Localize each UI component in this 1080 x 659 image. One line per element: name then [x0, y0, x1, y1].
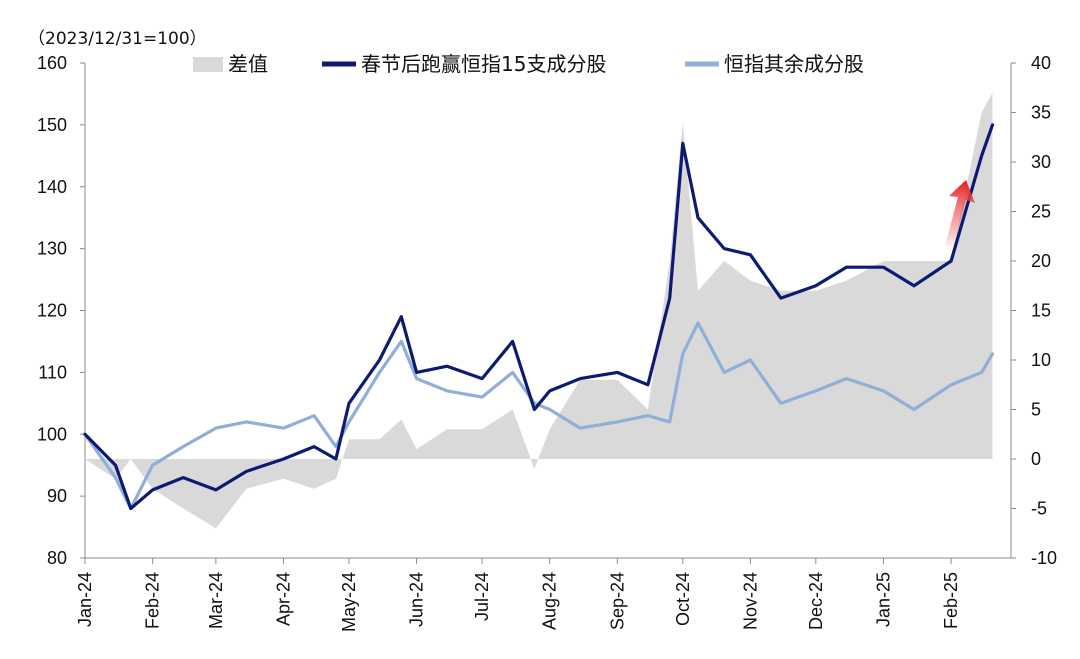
right-tick-label: 30: [1031, 152, 1051, 172]
left-tick-label: 80: [47, 548, 67, 568]
right-tick-label: 40: [1031, 53, 1051, 73]
right-tick-label: -5: [1031, 499, 1047, 519]
others-line: [83, 321, 995, 511]
left-tick-label: 110: [38, 362, 67, 382]
left-tick-label: 120: [37, 301, 67, 321]
x-tick-label: May-24: [339, 572, 359, 632]
tick-labels-layer: 80 90 100 110 120 130 140 150 160 -10 -5 0 5 10 15 20 25…: [37, 53, 1057, 632]
right-tick-label: 5: [1031, 400, 1041, 420]
axes-layer: [80, 62, 1016, 564]
left-tick-label: 140: [37, 177, 67, 197]
x-tick-label: Oct-24: [673, 572, 693, 626]
x-tick-label: Sep-24: [607, 572, 627, 630]
left-tick-label: 90: [47, 486, 67, 506]
left-tick-label: 100: [37, 424, 67, 444]
right-tick-label: 35: [1031, 103, 1051, 123]
right-tick-label: 0: [1031, 449, 1041, 469]
right-tick-label: 15: [1031, 301, 1051, 321]
right-tick-label: -10: [1031, 548, 1057, 568]
diff-area: [85, 92, 993, 529]
x-tick-label: Aug-24: [540, 572, 560, 630]
right-tick-label: 25: [1031, 202, 1051, 222]
x-tick-label: Jul-24: [472, 572, 492, 621]
x-tick-label: Jan-25: [874, 572, 894, 627]
x-tick-label: Feb-25: [941, 572, 961, 629]
chart-subtitle: （2023/12/31=100）: [28, 29, 207, 49]
lines-layer: [83, 123, 995, 511]
legend-label-outperformers: 春节后跑赢恒指15支成分股: [361, 52, 606, 76]
legend-label-others: 恒指其余成分股: [724, 52, 864, 76]
x-tick-label: Dec-24: [806, 572, 826, 630]
outperformers-line: [83, 123, 995, 511]
x-tick-label: Nov-24: [740, 572, 760, 630]
legend-swatch-diff: [193, 57, 223, 72]
chart-legend: 差值 春节后跑赢恒指15支成分股 恒指其余成分股: [193, 52, 864, 76]
x-tick-label: Jan-24: [75, 572, 95, 627]
x-tick-label: Mar-24: [206, 572, 226, 629]
left-tick-label: 160: [37, 53, 67, 73]
right-tick-label: 20: [1031, 251, 1051, 271]
x-tick-label: Apr-24: [274, 572, 294, 626]
right-tick-label: 10: [1031, 350, 1051, 370]
legend-label-diff: 差值: [228, 52, 268, 76]
x-tick-label: Jun-24: [407, 572, 427, 627]
up-trend-arrow-icon: [945, 180, 975, 249]
diff-area-layer: [85, 92, 993, 529]
left-tick-label: 150: [37, 115, 67, 135]
x-tick-label: Feb-24: [143, 572, 163, 629]
left-tick-label: 130: [37, 239, 67, 259]
